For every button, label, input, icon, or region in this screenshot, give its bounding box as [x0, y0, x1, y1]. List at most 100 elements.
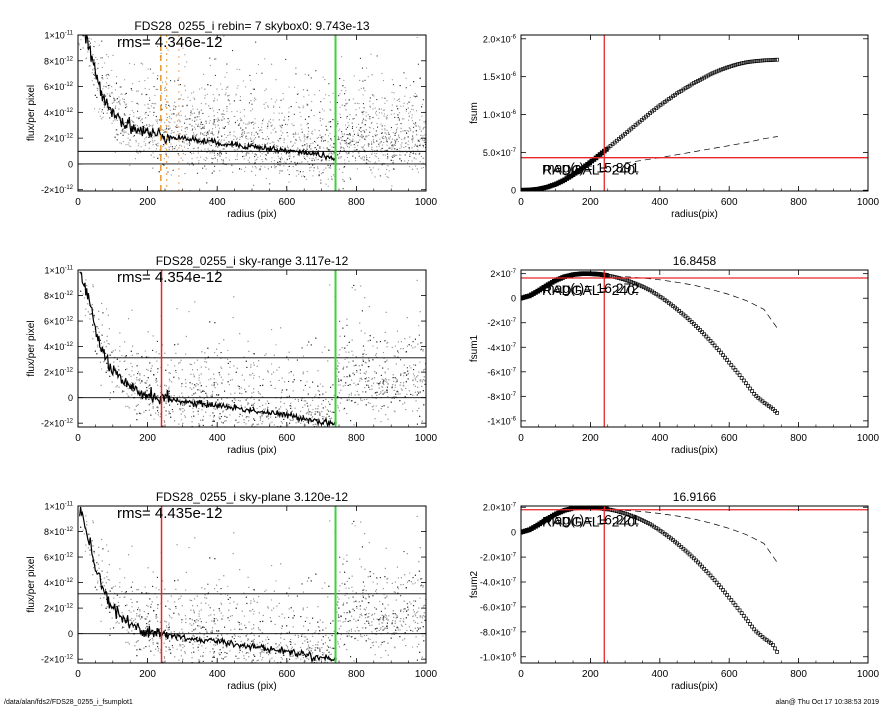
scatter-point [211, 429, 212, 430]
scatter-point [397, 341, 399, 343]
scatter-point [176, 126, 178, 128]
scatter-point [168, 393, 170, 395]
scatter-point [407, 144, 409, 146]
scatter-point [354, 394, 356, 396]
scatter-point [386, 386, 388, 388]
fsum-point [768, 58, 773, 62]
scatter-point [173, 395, 175, 397]
fsum-point [766, 58, 771, 63]
scatter-point [236, 155, 238, 157]
scatter-point [386, 118, 388, 120]
scatter-point [376, 55, 378, 57]
chart-title: FDS28_0255_i rebin= 7 skybox0: 9.743e-13 [134, 19, 369, 33]
scatter-point [105, 352, 107, 354]
scatter-point [403, 364, 405, 366]
scatter-point [166, 117, 168, 119]
scatter-point [350, 140, 352, 142]
scatter-point [258, 360, 260, 362]
scatter-point [198, 138, 200, 140]
scatter-point [285, 408, 287, 410]
scatter-point [364, 378, 366, 380]
scatter-point [286, 356, 288, 358]
scatter-point [281, 422, 283, 424]
scatter-point [214, 124, 216, 126]
scatter-point [236, 422, 238, 424]
scatter-point [93, 46, 95, 48]
scatter-point [122, 141, 124, 143]
scatter-point [323, 110, 325, 112]
scatter-point [375, 405, 377, 407]
scatter-point [191, 153, 193, 155]
scatter-point [184, 416, 186, 418]
scatter-point [416, 134, 418, 136]
scatter-point [182, 395, 184, 397]
scatter-point [418, 140, 420, 142]
scatter-point [193, 399, 195, 401]
scatter-point [350, 392, 352, 394]
scatter-point [101, 77, 103, 79]
scatter-point [119, 142, 121, 144]
scatter-point [152, 72, 154, 74]
scatter-point [192, 128, 194, 130]
scatter-point [244, 86, 246, 88]
scatter-point [356, 126, 358, 128]
scatter-point [409, 84, 411, 86]
scatter-point [337, 368, 339, 370]
scatter-point [412, 380, 414, 382]
scatter-point [304, 176, 306, 178]
scatter-point [274, 387, 276, 389]
scatter-point [328, 401, 330, 403]
scatter-point [248, 132, 250, 134]
fsum-point [746, 60, 750, 64]
scatter-point [221, 119, 223, 121]
scatter-point [355, 113, 357, 115]
scatter-point [386, 138, 388, 140]
scatter-point [191, 119, 193, 121]
scatter-point [97, 344, 99, 346]
scatter-point [348, 143, 350, 145]
scatter-point [327, 129, 329, 131]
scatter-point [280, 126, 282, 128]
scatter-point [155, 103, 157, 105]
scatter-point [369, 166, 371, 168]
scatter-point [185, 335, 187, 337]
scatter-point [245, 166, 247, 168]
scatter-point [267, 371, 269, 373]
scatter-point [305, 158, 307, 160]
fsum-point [737, 61, 742, 66]
scatter-point [332, 411, 334, 413]
scatter-point [177, 377, 179, 379]
scatter-point [82, 293, 84, 295]
scatter-point [315, 423, 317, 425]
scatter-point [128, 145, 130, 147]
scatter-point [296, 170, 298, 172]
scatter-point [247, 138, 249, 140]
scatter-point [394, 144, 396, 146]
scatter-point [388, 147, 390, 149]
scatter-point [262, 378, 264, 380]
scatter-point [238, 416, 240, 418]
scatter-point [417, 139, 419, 141]
scatter-point [421, 115, 423, 117]
scatter-point [415, 158, 417, 160]
scatter-point [251, 170, 253, 172]
scatter-point [285, 186, 287, 188]
scatter-point [286, 145, 288, 147]
scatter-point [228, 94, 230, 96]
scatter-point [227, 349, 229, 351]
scatter-point [157, 407, 159, 409]
scatter-point [338, 168, 340, 170]
scatter-point [86, 57, 88, 59]
scatter-point [414, 143, 416, 145]
scatter-point [200, 366, 202, 368]
scatter-point [120, 132, 122, 134]
scatter-point [295, 67, 297, 69]
scatter-point [145, 356, 147, 358]
rms-label: rms= 4.346e-12 [117, 34, 222, 51]
scatter-point [146, 124, 148, 126]
scatter-point [253, 398, 255, 400]
scatter-point [307, 405, 309, 407]
scatter-point [396, 379, 398, 381]
scatter-point [169, 141, 171, 143]
scatter-point [190, 112, 192, 114]
